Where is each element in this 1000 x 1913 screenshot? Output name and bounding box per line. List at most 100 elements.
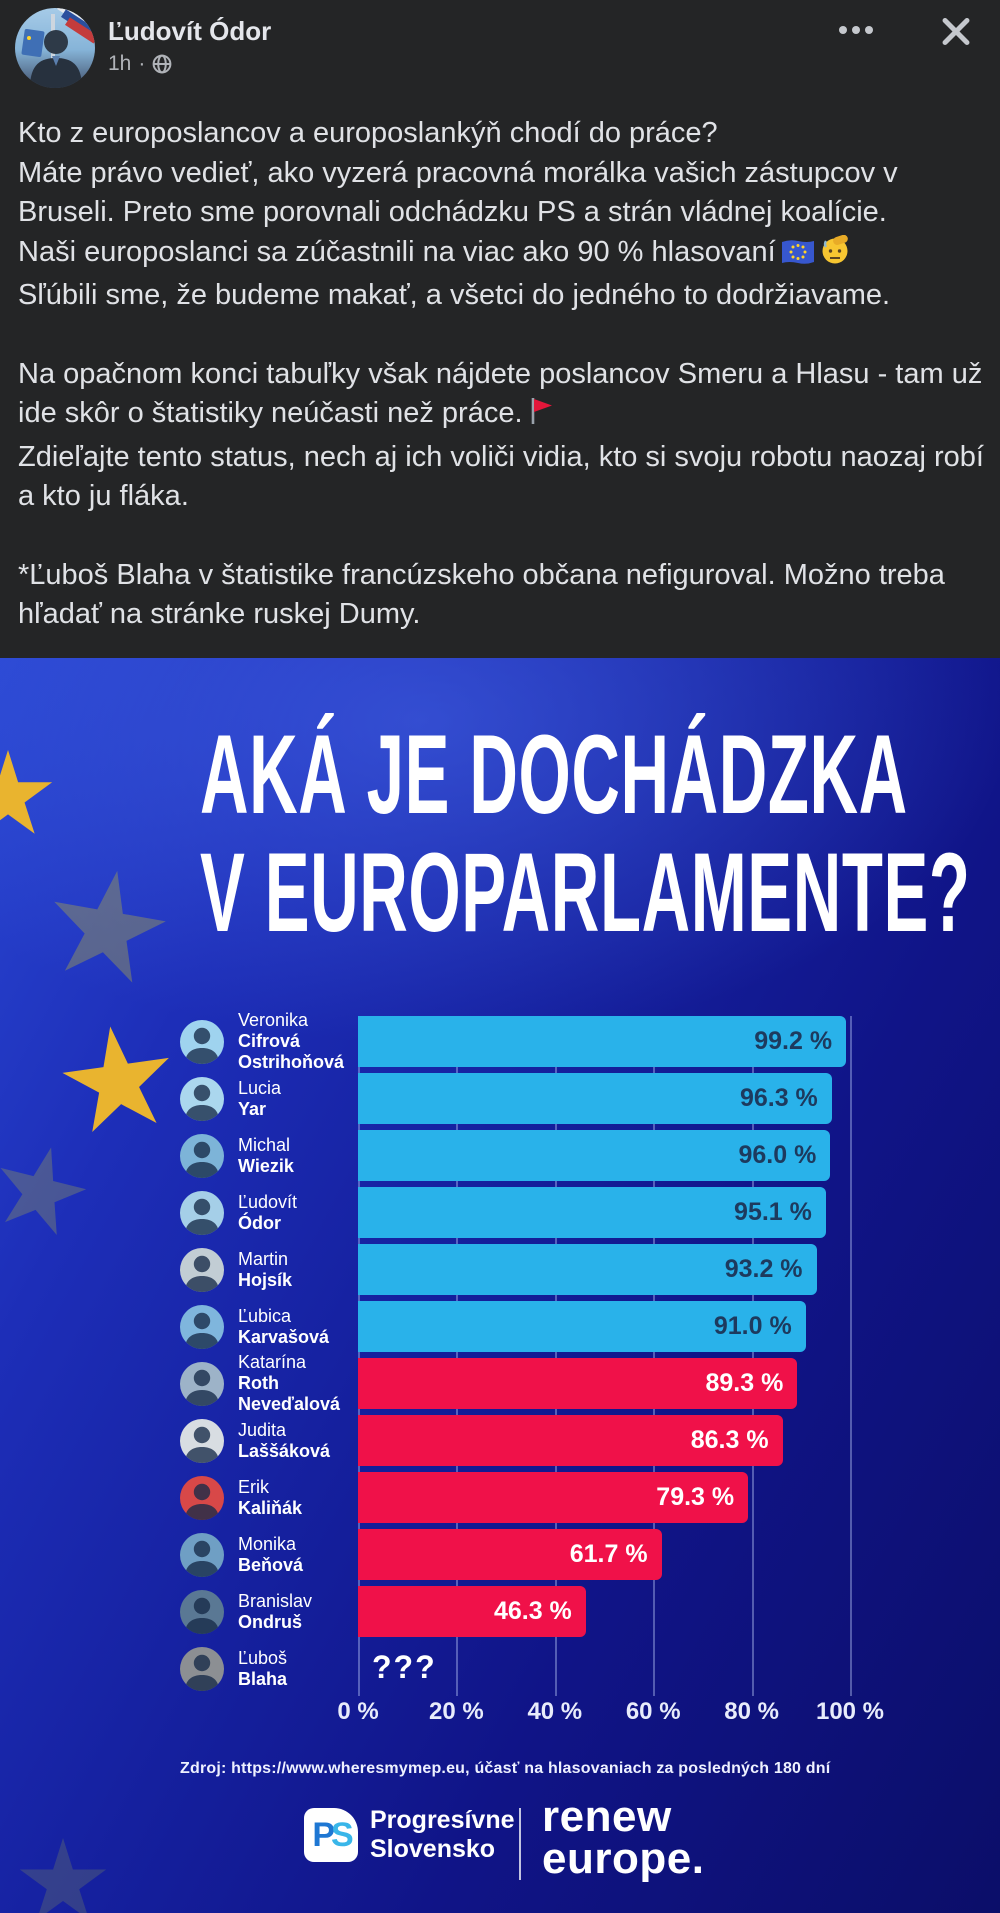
author-avatar-photo bbox=[21, 8, 95, 88]
ps-party-logo: PS bbox=[304, 1808, 358, 1862]
globe-icon bbox=[152, 54, 172, 74]
post-graphic-image[interactable]: AKÁ JE DOCHÁDZKA V EUROPARLAMENTE? 0 % 20… bbox=[0, 658, 1000, 1913]
post-line: Zdieľajte tento status, nech aj ich voli… bbox=[18, 440, 984, 513]
mep-row: Ľubica Karvašová 91.0 % bbox=[0, 1301, 1000, 1352]
mep-row: Monika Beňová 61.7 % bbox=[0, 1529, 1000, 1580]
mep-avatar bbox=[180, 1305, 224, 1349]
x-axis-tick-label: 80 % bbox=[724, 1698, 779, 1725]
post-line: Sľúbili sme, že budeme makať, a všetci d… bbox=[18, 279, 891, 311]
graphic-title: AKÁ JE DOCHÁDZKA V EUROPARLAMENTE? bbox=[0, 716, 1000, 952]
mep-name: Martin Hojsík bbox=[238, 1248, 293, 1290]
gridline bbox=[850, 1016, 852, 1696]
post-paragraph: *Ľuboš Blaha v štatistike francúzskeho o… bbox=[18, 556, 986, 635]
mep-name: Lucia Yar bbox=[238, 1077, 282, 1119]
attendance-value: 46.3 % bbox=[493, 1597, 572, 1625]
mep-avatar bbox=[180, 1647, 224, 1691]
renew-europe-logo: renew europe. bbox=[542, 1792, 705, 1883]
mep-avatar bbox=[180, 1020, 224, 1064]
mep-row: Veronika Cifrová Ostrihoňová 99.2 % bbox=[0, 1010, 1000, 1072]
attendance-value: 86.3 % bbox=[690, 1426, 769, 1454]
ps-party-name: Progresívne Slovensko bbox=[370, 1806, 515, 1863]
mep-avatar bbox=[180, 1533, 224, 1577]
gridline bbox=[653, 1016, 656, 1696]
x-axis-tick-label: 20 % bbox=[429, 1698, 484, 1725]
mep-row: Ľuboš Blaha??? bbox=[0, 1643, 1000, 1694]
mep-name: Ľuboš Blaha bbox=[238, 1647, 288, 1689]
post-line: Kto z europoslancov a europoslankýň chod… bbox=[18, 117, 718, 149]
mep-avatar bbox=[180, 1248, 224, 1292]
mep-row: Martin Hojsík 93.2 % bbox=[0, 1244, 1000, 1295]
attendance-value: 93.2 % bbox=[724, 1255, 803, 1283]
attendance-value: 91.0 % bbox=[713, 1312, 792, 1340]
mep-name: Monika Beňová bbox=[238, 1533, 304, 1575]
footer-divider bbox=[519, 1808, 521, 1880]
attendance-value: 99.2 % bbox=[754, 1027, 833, 1055]
mep-row: Lucia Yar 96.3 % bbox=[0, 1073, 1000, 1124]
graphic-title-line1: AKÁ JE DOCHÁDZKA bbox=[200, 712, 908, 837]
attendance-bar: 96.0 % bbox=[358, 1130, 831, 1181]
post-header: Ľudovít Ódor 1h · bbox=[0, 0, 1000, 100]
author-avatar[interactable] bbox=[15, 8, 95, 88]
post-line: *Ľuboš Blaha v štatistike francúzskeho o… bbox=[18, 558, 945, 631]
mep-name: Branislav Ondruš bbox=[238, 1590, 313, 1632]
mep-name: Michal Wiezik bbox=[238, 1134, 294, 1176]
x-axis-tick-label: 40 % bbox=[527, 1698, 583, 1725]
more-options-button[interactable] bbox=[830, 10, 882, 50]
attendance-value: 79.3 % bbox=[656, 1483, 735, 1511]
mep-row: Judita Laššáková 86.3 % bbox=[0, 1415, 1000, 1466]
mep-row: Erik Kaliňák 79.3 % bbox=[0, 1472, 1000, 1523]
attendance-bar: 79.3 % bbox=[358, 1472, 749, 1523]
x-axis-tick-label: 60 % bbox=[625, 1698, 681, 1725]
attendance-bar: 95.1 % bbox=[358, 1187, 826, 1238]
gridline bbox=[751, 1016, 754, 1696]
mep-row: Ľudovít Ódor 95.1 % bbox=[0, 1187, 1000, 1238]
x-axis-tick-label: 0 % bbox=[337, 1698, 379, 1725]
mep-avatar bbox=[180, 1191, 224, 1235]
mep-avatar bbox=[180, 1362, 224, 1406]
post-line: Na opačnom konci tabuľky však nájdete po… bbox=[18, 357, 983, 430]
attendance-bar: 99.2 % bbox=[358, 1016, 847, 1067]
attendance-bar: 93.2 % bbox=[358, 1244, 817, 1295]
eu-flag-emoji bbox=[780, 237, 816, 277]
source-note: Zdroj: https://www.wheresmymep.eu, účasť… bbox=[180, 1760, 831, 1777]
attendance-value-unknown: ??? bbox=[372, 1649, 437, 1685]
gridline bbox=[456, 1016, 459, 1696]
triangular-red-flag-emoji bbox=[527, 396, 555, 438]
attendance-bar: 89.3 % bbox=[358, 1358, 798, 1409]
mep-name: Veronika Cifrová Ostrihoňová bbox=[238, 1010, 345, 1072]
attendance-bar: 46.3 % bbox=[358, 1586, 586, 1637]
attendance-bar: 91.0 % bbox=[358, 1301, 806, 1352]
mep-avatar bbox=[180, 1077, 224, 1121]
attendance-value: 89.3 % bbox=[705, 1369, 784, 1397]
mep-name: Ľudovít Ódor bbox=[238, 1191, 298, 1233]
meta-separator: · bbox=[138, 52, 146, 75]
gridline bbox=[554, 1016, 557, 1696]
post-body: Kto z europoslancov a europoslankýň chod… bbox=[18, 114, 986, 674]
graphic-title-line2: V EUROPARLAMENTE? bbox=[200, 830, 971, 955]
post-line: Naši europoslanci sa zúčastnili na viac … bbox=[18, 235, 776, 268]
mep-row: Branislav Ondruš 46.3 % bbox=[0, 1586, 1000, 1637]
mep-name: Ľubica Karvašová bbox=[238, 1305, 330, 1347]
attendance-value: 96.3 % bbox=[739, 1084, 818, 1112]
attendance-value: 96.0 % bbox=[738, 1141, 817, 1169]
attendance-bar: 96.3 % bbox=[358, 1073, 832, 1124]
mep-avatar bbox=[180, 1590, 224, 1634]
mep-name: Judita Laššáková bbox=[238, 1419, 331, 1461]
mep-name: Erik Kaliňák bbox=[238, 1476, 303, 1518]
mep-row: Katarína Roth Neveďalová 89.3 % bbox=[0, 1352, 1000, 1414]
attendance-bar: 86.3 % bbox=[358, 1415, 783, 1466]
attendance-bar: 61.7 % bbox=[358, 1529, 662, 1580]
mep-avatar bbox=[180, 1134, 224, 1178]
gridline bbox=[358, 1016, 360, 1696]
mep-row: Michal Wiezik 96.0 % bbox=[0, 1130, 1000, 1181]
mep-name: Katarína Roth Neveďalová bbox=[238, 1352, 340, 1414]
attendance-value: 61.7 % bbox=[569, 1540, 648, 1568]
author-name[interactable]: Ľudovít Ódor bbox=[108, 16, 272, 46]
post-paragraph: Na opačnom konci tabuľky však nájdete po… bbox=[18, 355, 986, 517]
post-timestamp[interactable]: 1h bbox=[108, 52, 132, 75]
mep-avatar bbox=[180, 1419, 224, 1463]
graphic-footer: PS Progresívne Slovensko renew europe. bbox=[0, 1795, 1000, 1894]
post-paragraph: Kto z europoslancov a europoslankýň chod… bbox=[18, 114, 986, 316]
mep-avatar bbox=[180, 1476, 224, 1520]
close-button[interactable] bbox=[930, 6, 980, 56]
